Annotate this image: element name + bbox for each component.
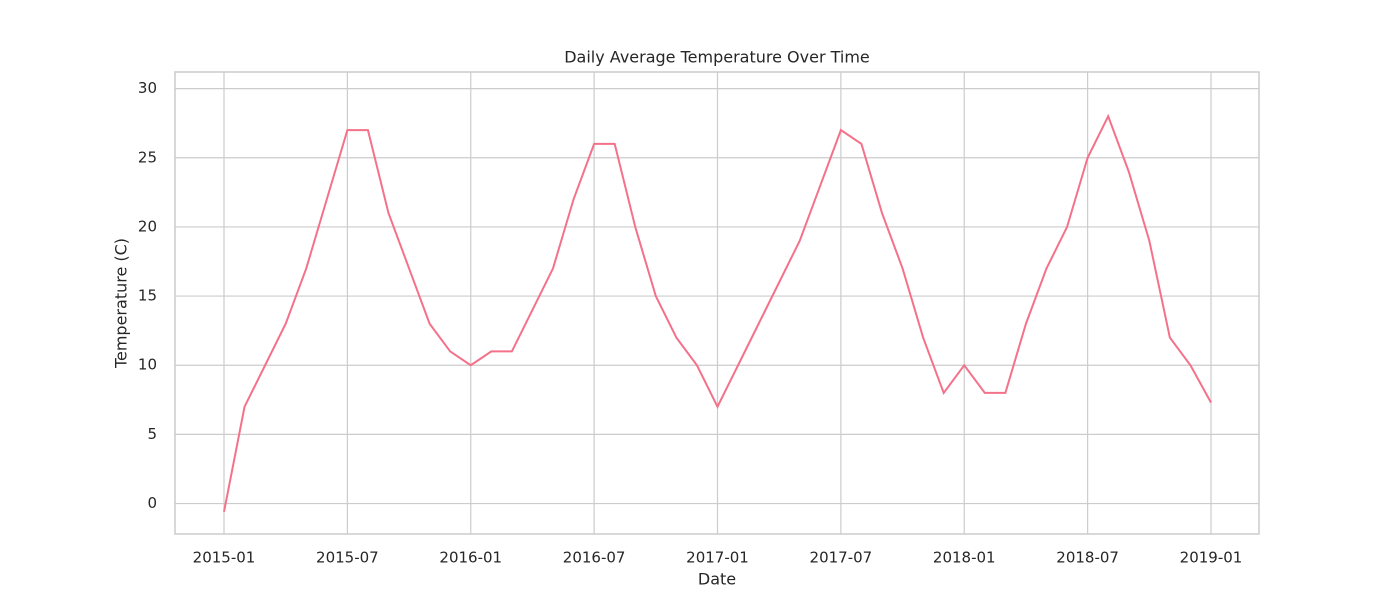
x-tick-label: 2015-01 bbox=[193, 549, 256, 567]
data-line bbox=[223, 113, 1212, 513]
chart-title: Daily Average Temperature Over Time bbox=[564, 48, 870, 67]
x-tick-label: 2016-07 bbox=[563, 549, 626, 567]
x-axis-label: Date bbox=[698, 570, 736, 589]
y-tick-label: 25 bbox=[138, 148, 157, 166]
x-tick-label: 2018-01 bbox=[933, 549, 996, 567]
y-tick-label: 5 bbox=[147, 425, 157, 443]
y-tick-label: 0 bbox=[147, 494, 157, 512]
y-tick-label: 10 bbox=[138, 356, 157, 374]
x-tick-label: 2016-01 bbox=[439, 549, 502, 567]
x-tick-label: 2019-01 bbox=[1180, 549, 1243, 567]
y-tick-label: 20 bbox=[138, 217, 157, 235]
y-tick-label: 30 bbox=[138, 79, 157, 97]
x-tick-label: 2017-07 bbox=[810, 549, 873, 567]
x-tick-label: 2018-07 bbox=[1056, 549, 1119, 567]
y-axis-label: Temperature (C) bbox=[112, 238, 131, 369]
y-tick-label: 15 bbox=[138, 287, 157, 305]
x-tick-label: 2015-07 bbox=[316, 549, 379, 567]
x-tick-label: 2017-01 bbox=[686, 549, 749, 567]
plot-frame bbox=[174, 71, 1260, 535]
